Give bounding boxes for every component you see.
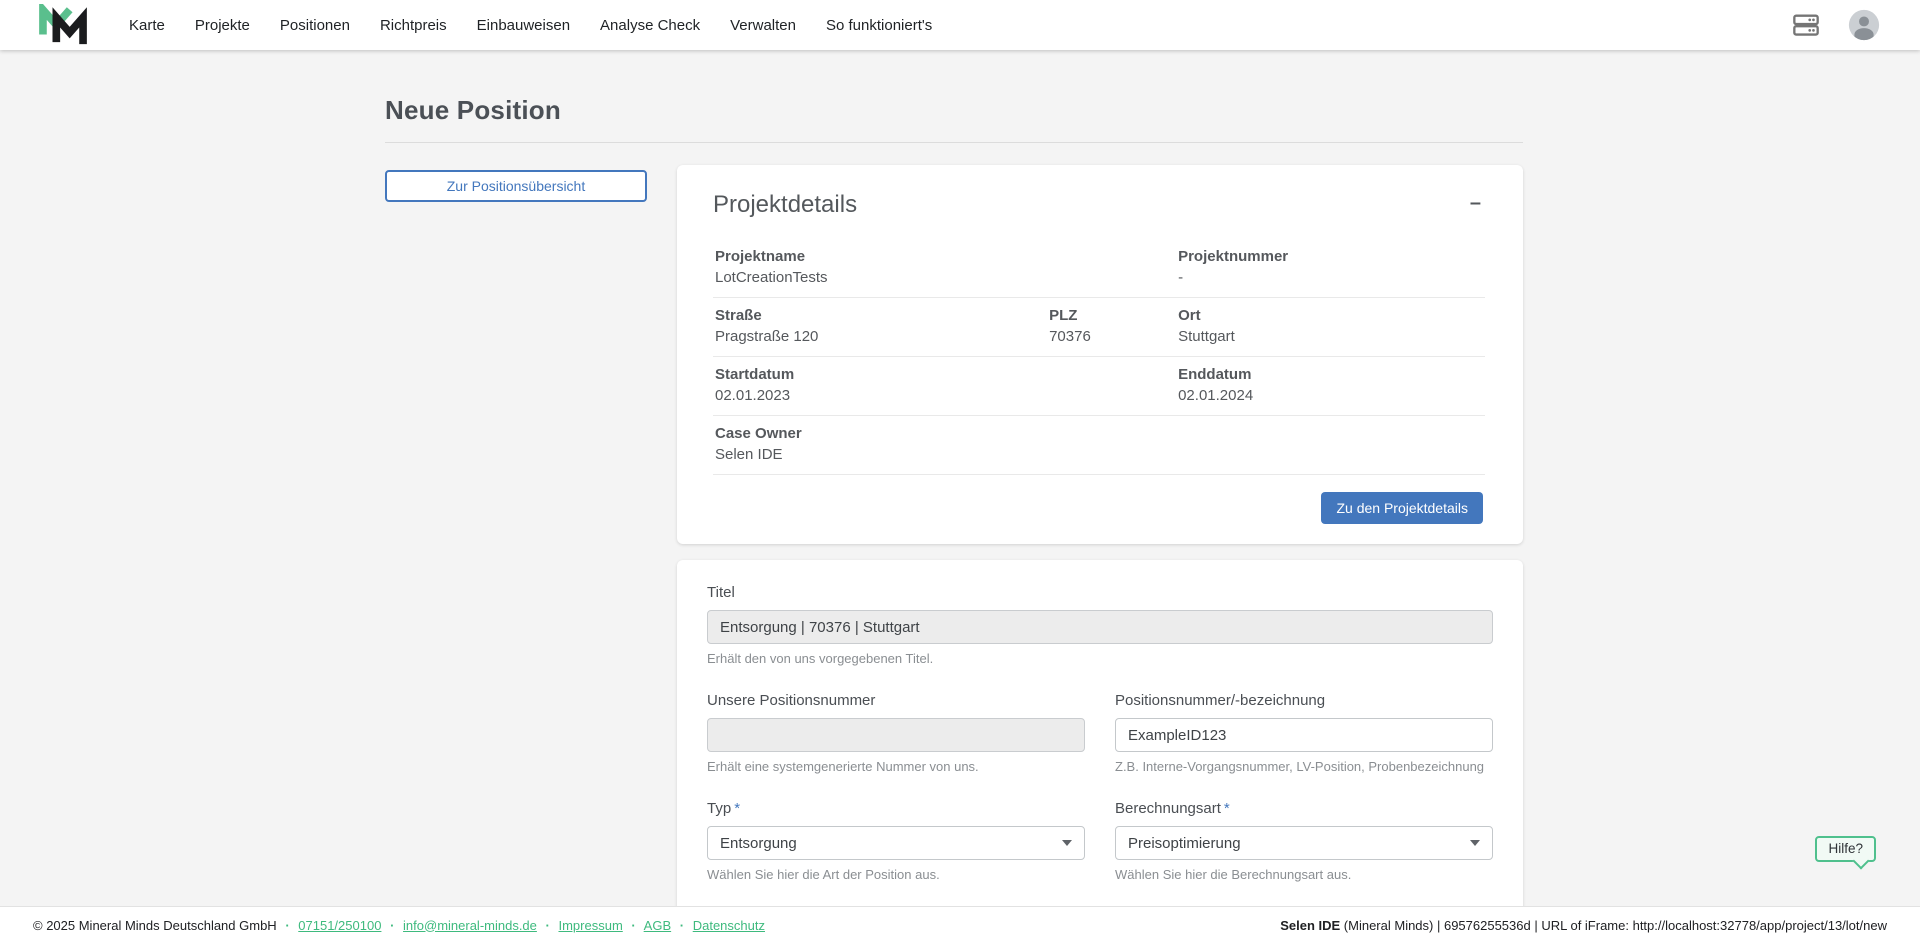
typ-helper: Wählen Sie hier die Art der Position aus… (707, 867, 940, 882)
unsere-positionsnummer-input (707, 718, 1085, 752)
nav-item-richtpreis[interactable]: Richtpreis (379, 16, 447, 34)
footer-session-info: Selen IDE (Mineral Minds) | 69576255536d… (1280, 918, 1887, 933)
nav-item-verwalten[interactable]: Verwalten (730, 16, 796, 34)
user-avatar-icon[interactable] (1848, 9, 1880, 41)
unsere-positionsnummer-field: Unsere Positionsnummer Erhält eine syste… (707, 692, 1085, 774)
footer-link-phone[interactable]: 07151/250100 (298, 917, 382, 933)
projektnummer-value: - (1178, 269, 1184, 286)
go-to-project-details-button[interactable]: Zu den Projektdetails (1321, 492, 1483, 524)
footer-separator: · (285, 917, 290, 933)
nav-item-analyse-check[interactable]: Analyse Check (600, 16, 701, 34)
titel-input (707, 610, 1493, 644)
plz-value: 70376 (1049, 328, 1091, 345)
typ-select[interactable]: Entsorgung (707, 826, 1085, 860)
chevron-down-icon (1470, 840, 1480, 846)
top-navigation-bar: Karte Projekte Positionen Richtpreis Ein… (0, 0, 1920, 50)
berechnungsart-helper: Wählen Sie hier die Berechnungsart aus. (1115, 867, 1352, 882)
footer: © 2025 Mineral Minds Deutschland GmbH · … (0, 906, 1920, 943)
footer-separator: · (631, 917, 636, 933)
case-owner-label: Case Owner (715, 425, 802, 442)
back-to-positions-button[interactable]: Zur Positionsübersicht (385, 170, 647, 202)
ort-label: Ort (1178, 307, 1201, 324)
details-row-address: Straße Pragstraße 120 PLZ 70376 Ort Stut… (713, 298, 1485, 357)
footer-session-user: Selen IDE (1280, 917, 1341, 933)
project-details-title: Projektdetails (713, 191, 858, 218)
berechnungsart-required-asterisk: * (1223, 800, 1230, 817)
project-details-card: Projektdetails – Projektname LotCreation… (677, 165, 1523, 544)
title-divider (385, 142, 1523, 143)
help-button[interactable]: Hilfe? (1815, 836, 1876, 862)
berechnungsart-select-value: Preisoptimierung (1128, 834, 1241, 852)
titel-label: Titel (707, 584, 735, 601)
details-row-dates: Startdatum 02.01.2023 Enddatum 02.01.202… (713, 357, 1485, 416)
footer-separator: · (545, 917, 550, 933)
footer-copyright: © 2025 Mineral Minds Deutschland GmbH (33, 917, 277, 933)
typ-label: Typ * (707, 800, 1085, 817)
footer-link-email[interactable]: info@mineral-minds.de (403, 917, 537, 933)
typ-required-asterisk: * (734, 800, 741, 817)
ort-value: Stuttgart (1178, 328, 1235, 345)
collapse-minus-icon[interactable]: – (1469, 192, 1481, 214)
avatar-graphic (1848, 9, 1880, 41)
footer-link-agb[interactable]: AGB (643, 917, 672, 933)
nav-item-so-funktionierts[interactable]: So funktioniert's (825, 16, 933, 34)
nav-item-karte[interactable]: Karte (129, 16, 165, 34)
server-icon-graphic (1793, 14, 1819, 36)
nav-item-einbauweisen[interactable]: Einbauweisen (476, 16, 571, 34)
footer-separator: · (390, 917, 395, 933)
header-actions (1790, 9, 1880, 41)
plz-label: PLZ (1049, 307, 1078, 324)
nav-item-positionen[interactable]: Positionen (279, 16, 350, 34)
positionsnummer-input[interactable] (1115, 718, 1493, 752)
startdatum-label: Startdatum (715, 366, 795, 383)
titel-helper: Erhält den von uns vorgegebenen Titel. (707, 651, 934, 666)
logo-graphic (39, 4, 87, 45)
nav-item-projekte[interactable]: Projekte (194, 16, 250, 34)
chevron-down-icon (1062, 840, 1072, 846)
mineral-minds-logo-icon[interactable] (36, 3, 92, 47)
strasse-value: Pragstraße 120 (715, 328, 819, 345)
main-nav: Karte Projekte Positionen Richtpreis Ein… (114, 0, 947, 50)
unsere-positionsnummer-label: Unsere Positionsnummer (707, 692, 876, 709)
titel-field: Titel Erhält den von uns vorgegebenen Ti… (707, 584, 1493, 666)
projektnummer-label: Projektnummer (1178, 248, 1289, 265)
startdatum-value: 02.01.2023 (715, 387, 791, 404)
typ-field: Typ * Entsorgung Wählen Sie hier die Art … (707, 800, 1085, 882)
positionsnummer-helper: Z.B. Interne-Vorgangsnummer, LV-Position… (1115, 759, 1485, 774)
enddatum-label: Enddatum (1178, 366, 1252, 383)
footer-session-rest: (Mineral Minds) | 69576255536d | URL of … (1340, 917, 1887, 933)
typ-label-text: Typ (707, 800, 732, 817)
typ-select-value: Entsorgung (720, 834, 797, 852)
positionsnummer-label: Positionsnummer/-bezeichnung (1115, 692, 1326, 709)
footer-link-impressum[interactable]: Impressum (558, 917, 623, 933)
page-content: Neue Position Zur Positionsübersicht Pro… (0, 50, 1920, 943)
server-icon[interactable] (1790, 9, 1822, 41)
footer-separator: · (679, 917, 685, 933)
footer-link-datenschutz[interactable]: Datenschutz (692, 917, 765, 933)
berechnungsart-field: Berechnungsart * Preisoptimierung Wählen … (1115, 800, 1493, 882)
positionsnummer-field: Positionsnummer/-bezeichnung Z.B. Intern… (1115, 692, 1493, 774)
new-position-form-card: Titel Erhält den von uns vorgegebenen Ti… (677, 560, 1523, 943)
page-title: Neue Position (385, 95, 561, 125)
strasse-label: Straße (715, 307, 762, 324)
berechnungsart-select[interactable]: Preisoptimierung (1115, 826, 1493, 860)
enddatum-value: 02.01.2024 (1178, 387, 1254, 404)
details-row-owner: Case Owner Selen IDE (713, 416, 1485, 475)
unsere-positionsnummer-helper: Erhält eine systemgenerierte Nummer von … (707, 759, 979, 774)
berechnungsart-label-text: Berechnungsart (1115, 800, 1221, 817)
projektname-value: LotCreationTests (715, 269, 828, 286)
footer-left: © 2025 Mineral Minds Deutschland GmbH · … (33, 918, 765, 933)
projektname-label: Projektname (715, 248, 806, 265)
berechnungsart-label: Berechnungsart * (1115, 800, 1493, 817)
case-owner-value: Selen IDE (715, 446, 783, 463)
details-row-name-number: Projektname LotCreationTests Projektnumm… (713, 239, 1485, 298)
